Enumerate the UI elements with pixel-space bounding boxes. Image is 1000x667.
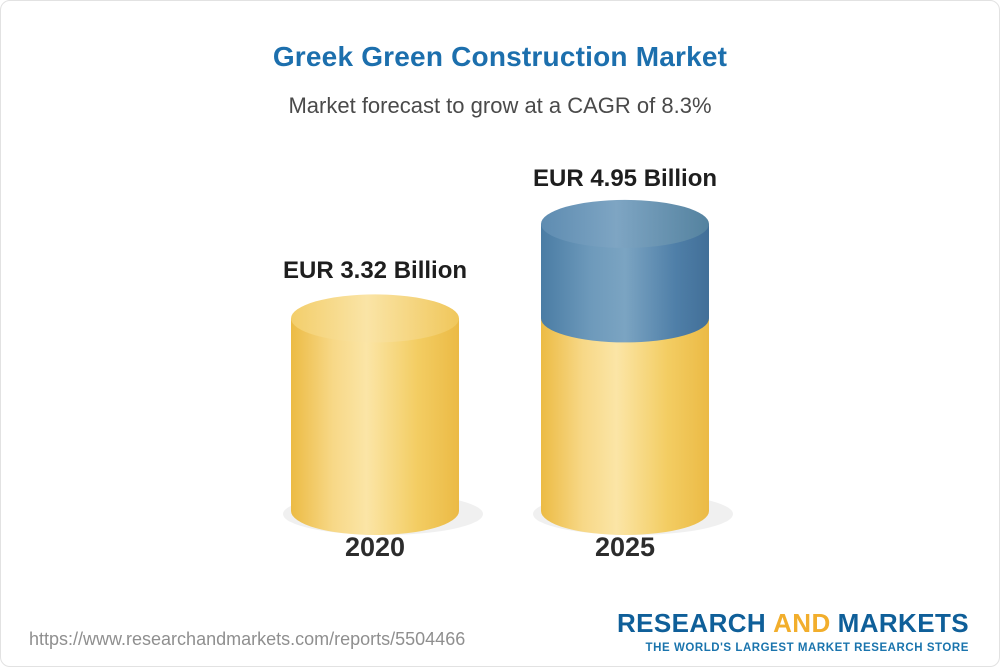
logo-word-and: AND [773,608,831,638]
bar-2025-base-segment [541,318,709,535]
chart-title: Greek Green Construction Market [272,41,728,72]
cylinder-shadow [533,493,733,535]
company-logo: RESEARCH AND MARKETS THE WORLD'S LARGEST M… [617,608,969,654]
logo-word-research: RESEARCH [617,608,767,638]
bar-2025-growth-segment [541,223,709,343]
category-label-2020: 2020 [344,532,406,562]
cylinder-shadow [283,493,483,535]
source-url[interactable]: https://www.researchandmarkets.com/repor… [29,629,466,649]
logo-word-markets: MARKETS [837,608,969,638]
value-label-2020: EUR 3.32 Billion [282,257,468,284]
chart-header: Greek Green Construction Market Market f… [1,41,999,119]
bar-2020-base-segment [291,318,459,535]
value-label-2025: EUR 4.95 Billion [532,165,718,192]
logo-wordmark: RESEARCH AND MARKETS [617,608,969,639]
bar-2025-top [541,199,709,248]
logo-tagline: THE WORLD'S LARGEST MARKET RESEARCH STOR… [645,642,969,654]
chart-subtitle: Market forecast to grow at a CAGR of 8.3… [288,93,712,118]
category-label-2025: 2025 [594,532,656,562]
bar-2020-top [291,294,459,343]
